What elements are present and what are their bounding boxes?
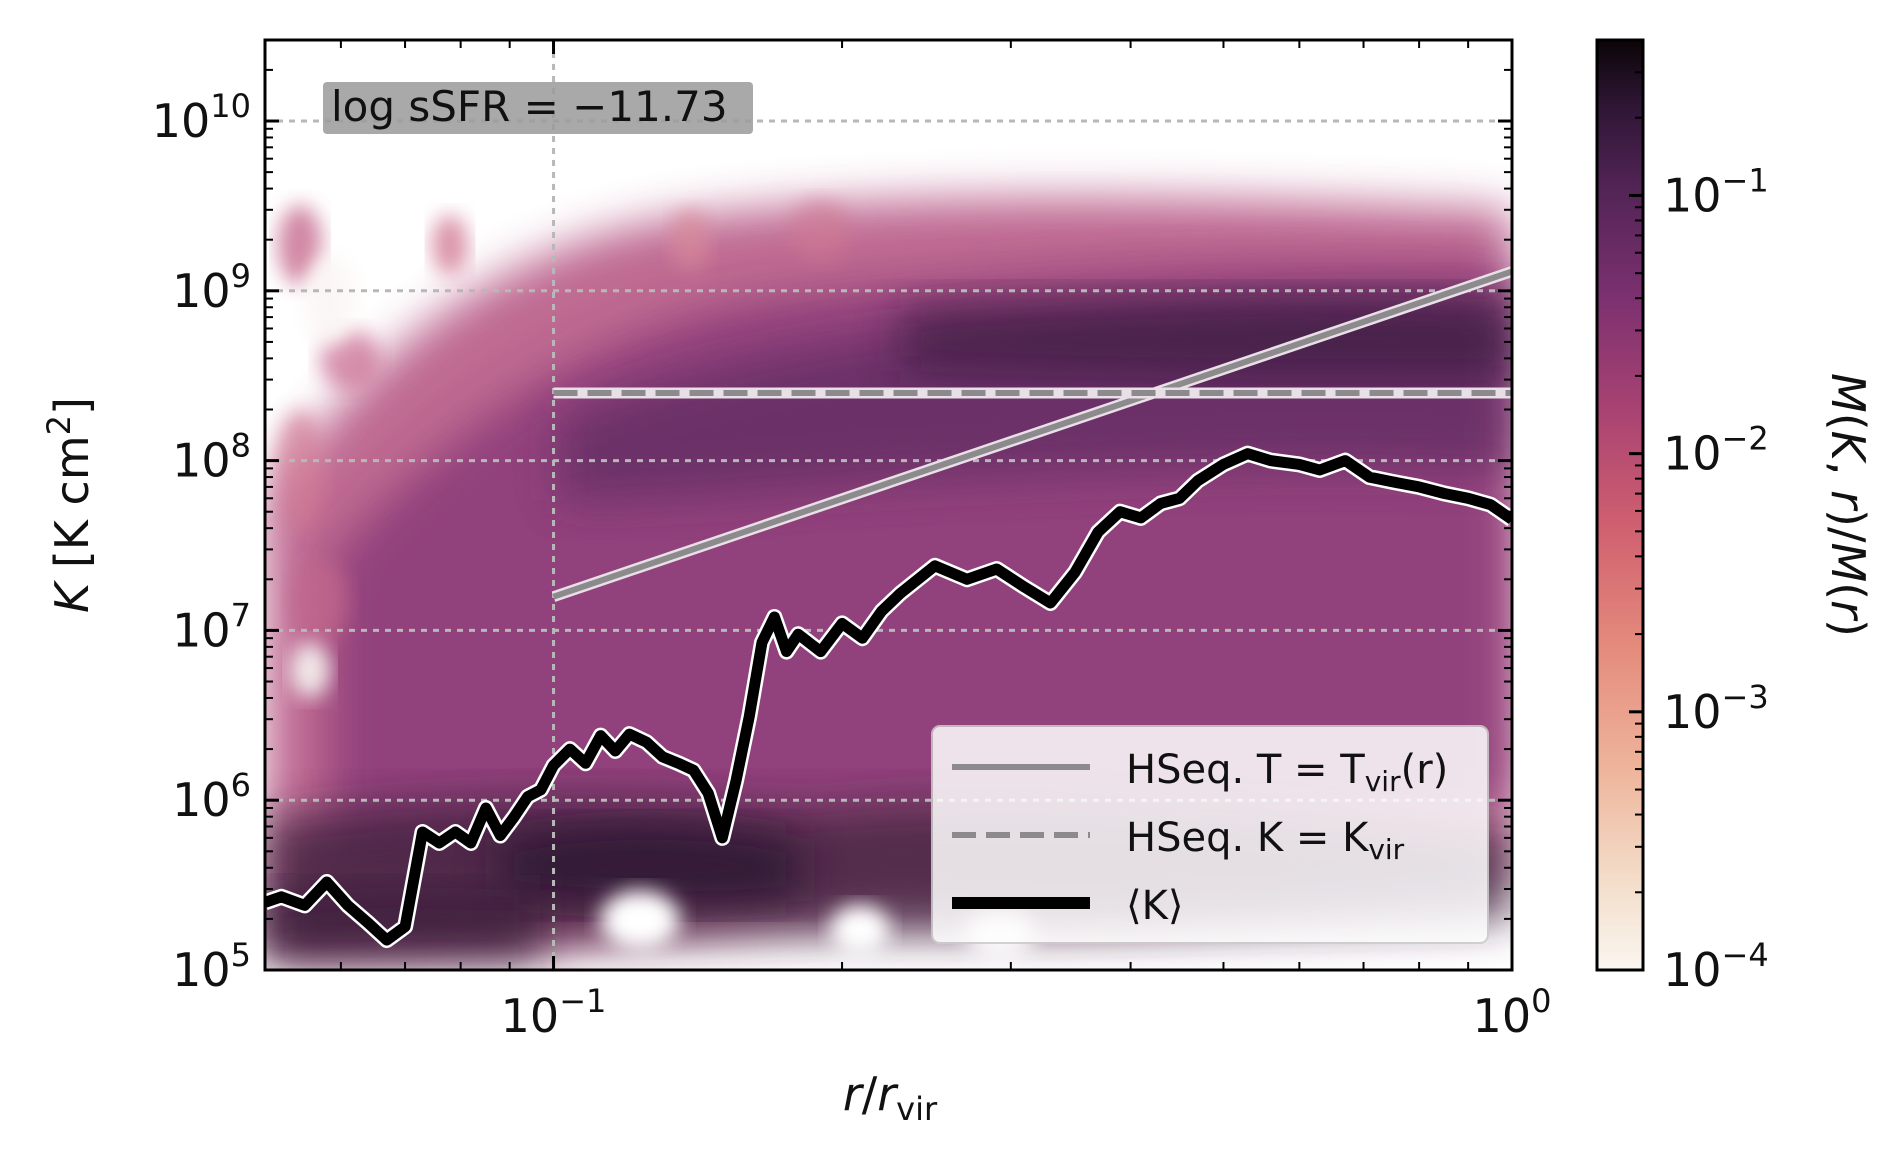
y-tick-label: 109 (172, 257, 251, 318)
colorbar-tick-label: 10−2 (1663, 420, 1769, 481)
legend: HSeq. T = Tvir(r) HSeq. K = Kvir ⟨K⟩ (931, 725, 1489, 944)
colorbar-ticks: 10−4 10−3 10−2 10−1 (1629, 39, 1769, 997)
colorbar-tick-label: 10−3 (1663, 678, 1769, 739)
series-hseq-tvir (552, 268, 1512, 600)
series-layer (265, 266, 1512, 949)
colorbar-tick-label: 10−1 (1663, 161, 1769, 222)
y-tick-label: 106 (172, 766, 251, 827)
y-tick-label: 1010 (152, 87, 251, 148)
y-tick-label: 107 (172, 596, 251, 657)
y-axis-label: K [K cm2] (40, 397, 99, 613)
x-tick-label: 10−1 (501, 982, 607, 1043)
axes: 105 106 107 108 109 1010 10−1 100 (152, 38, 1552, 1043)
annotation-box: log sSFR = −11.73 (323, 82, 753, 134)
x-tick-label: 100 (1473, 982, 1552, 1043)
legend-label-meank: ⟨K⟩ (1126, 883, 1183, 929)
annotation-text: log sSFR = −11.73 (331, 82, 728, 131)
legend-label-tvir: HSeq. T = Tvir(r) (1126, 747, 1448, 798)
series-mean-k (265, 448, 1512, 946)
colorbar-label: M(K, r)/M(r) (1821, 373, 1875, 637)
colorbar-tick-label: 10−4 (1663, 936, 1769, 997)
plot-frame (263, 38, 1514, 972)
colorbar: 10−4 10−3 10−2 10−1 M(K, r)/M(r) (1595, 38, 1875, 997)
x-axis-label: r/rvir (843, 1067, 938, 1128)
legend-label-kvir: HSeq. K = Kvir (1126, 815, 1405, 866)
y-tick-label: 105 (172, 936, 251, 997)
y-tick-label: 108 (172, 427, 251, 488)
